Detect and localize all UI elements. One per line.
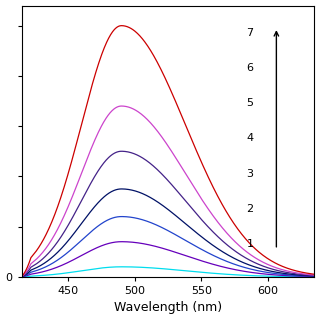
Text: 6: 6 — [246, 63, 253, 73]
X-axis label: Wavelength (nm): Wavelength (nm) — [114, 301, 222, 315]
Text: 2: 2 — [246, 204, 253, 214]
Text: 7: 7 — [246, 28, 253, 38]
Text: 1: 1 — [246, 239, 253, 249]
Text: 4: 4 — [246, 133, 253, 143]
Text: 3: 3 — [246, 169, 253, 179]
Text: 5: 5 — [246, 98, 253, 108]
